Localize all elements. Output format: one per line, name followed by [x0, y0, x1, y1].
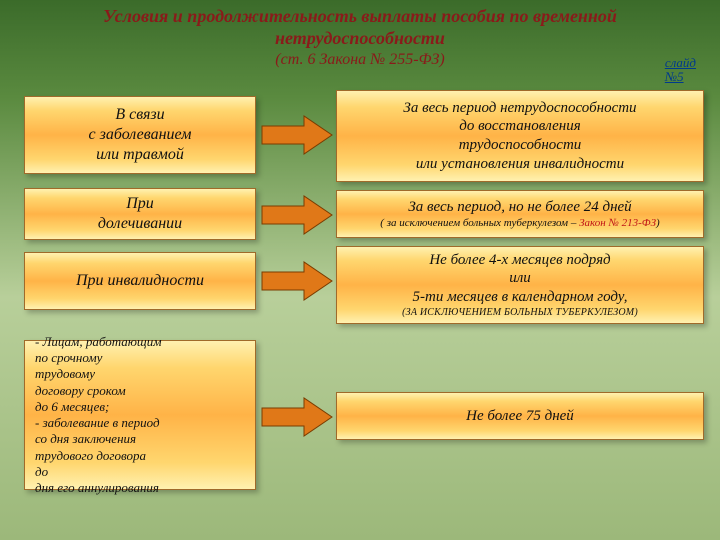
- condition-text: - Лицам, работающим: [35, 334, 245, 350]
- condition-box-2: При инвалидности: [24, 252, 256, 310]
- condition-text: договору сроком: [35, 383, 245, 399]
- slide-number: слайд №5: [665, 56, 696, 85]
- page-subtitle: (ст. 6 Закона № 255-ФЗ): [30, 51, 690, 69]
- slide-number-l2: №5: [665, 69, 684, 84]
- duration-exception: (ЗА ИСКЛЮЧЕНИЕМ БОЛЬНЫХ ТУБЕРКУЛЕЗОМ): [402, 307, 638, 320]
- condition-text: с заболеванием: [89, 125, 192, 145]
- condition-text: со дня заключения: [35, 431, 245, 447]
- duration-text: трудоспособности: [459, 136, 582, 155]
- duration-box-3: Не более 75 дней: [336, 392, 704, 440]
- condition-text: При инвалидности: [76, 271, 204, 291]
- duration-text: За весь период нетрудоспособности: [403, 99, 636, 118]
- condition-text: долечивании: [98, 214, 182, 234]
- duration-text: до восстановления: [459, 117, 580, 136]
- arrow: [260, 112, 334, 158]
- duration-box-2: Не более 4-х месяцев подрядили5-ти месяц…: [336, 246, 704, 324]
- arrow-right-icon: [260, 192, 334, 238]
- duration-text: Не более 4-х месяцев подряд: [429, 251, 610, 270]
- duration-text: 5-ти месяцев в календарном году,: [413, 288, 628, 307]
- condition-box-0: В связис заболеваниемили травмой: [24, 96, 256, 174]
- duration-text: За весь период, но не более 24 дней: [408, 198, 631, 217]
- arrow-right-icon: [260, 394, 334, 440]
- condition-text: или травмой: [96, 145, 184, 165]
- arrow-right-icon: [260, 258, 334, 304]
- condition-text: дня его аннулирования: [35, 480, 245, 496]
- condition-text: В связи: [115, 105, 164, 125]
- condition-text: до 6 месяцев;: [35, 399, 245, 415]
- arrow-right-icon: [260, 112, 334, 158]
- arrow: [260, 394, 334, 440]
- condition-text: - заболевание в период: [35, 415, 245, 431]
- note-suffix: ): [656, 217, 660, 229]
- condition-text: При: [126, 194, 154, 214]
- arrow: [260, 258, 334, 304]
- condition-box-3: - Лицам, работающим по срочному трудовом…: [24, 340, 256, 490]
- duration-text: или установления инвалидности: [416, 155, 624, 174]
- note-prefix: ( за исключением больных туберкулезом –: [380, 217, 579, 229]
- arrow: [260, 192, 334, 238]
- page-title-line2: нетрудоспособности: [30, 28, 690, 50]
- condition-text: трудовому: [35, 366, 245, 382]
- duration-text: или: [509, 269, 531, 288]
- page-title-line1: Условия и продолжительность выплаты посо…: [30, 6, 690, 28]
- duration-text: Не более 75 дней: [466, 407, 574, 426]
- duration-note: ( за исключением больных туберкулезом – …: [380, 217, 659, 231]
- condition-text: по срочному: [35, 350, 245, 366]
- duration-box-1: За весь период, но не более 24 дней( за …: [336, 190, 704, 238]
- note-law: Закон № 213-ФЗ: [579, 217, 656, 229]
- condition-text: до: [35, 464, 245, 480]
- condition-box-1: Придолечивании: [24, 188, 256, 240]
- duration-box-0: За весь период нетрудоспособностидо восс…: [336, 90, 704, 182]
- condition-text: трудового договора: [35, 448, 245, 464]
- slide-number-l1: слайд: [665, 55, 696, 70]
